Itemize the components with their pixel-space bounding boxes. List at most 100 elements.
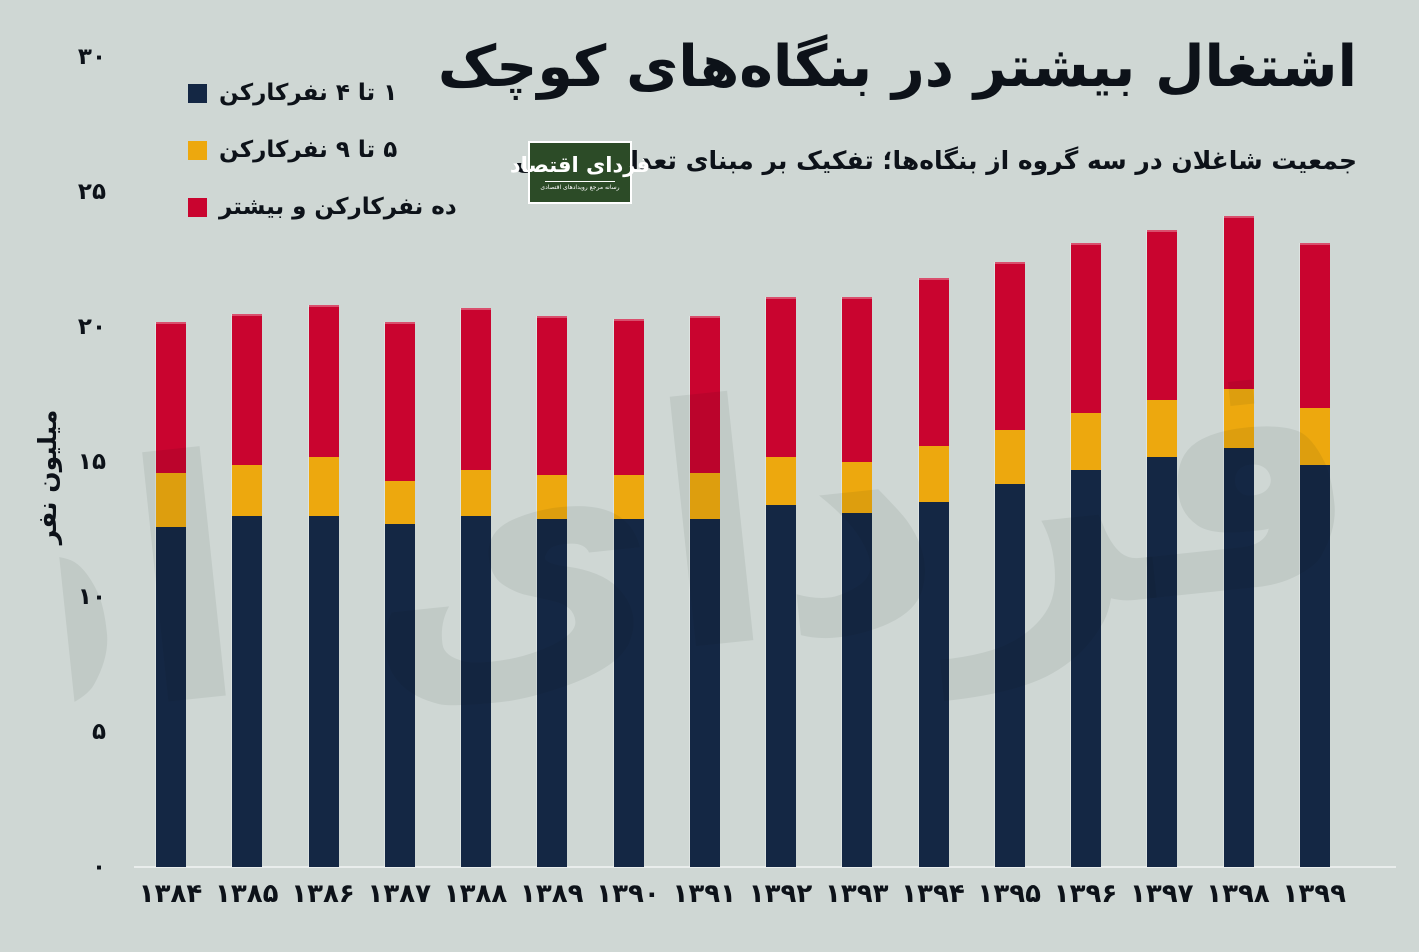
bar-segment-series-1: [1147, 399, 1178, 457]
bar-1386: [307, 305, 339, 867]
y-axis-title: میلیون نفر: [33, 409, 62, 545]
brand-logo: فردای اقتصاد رسانه مرجع رویدادهای اقتصاد…: [510, 141, 650, 204]
x-tick-label: ۱۳۹۶: [1053, 879, 1118, 909]
y-tick-label: ۰: [91, 854, 106, 880]
bar-segment-series-2: [461, 308, 491, 471]
bar-1396: [1070, 243, 1101, 867]
bar-1399: [1298, 243, 1330, 867]
bar-segment-series-1: [994, 429, 1025, 484]
legend-label: ۵ تا ۹ نفرکارکن: [219, 137, 398, 163]
bar-segment-series-0: [1071, 470, 1101, 867]
legend: ۱ تا ۴ نفرکارکن ۵ تا ۹ نفرکارکن ده نفرکارک…: [188, 80, 457, 253]
bar-segment-series-2: [308, 305, 339, 457]
y-tick-label: ۲۵: [77, 179, 106, 205]
bar-1398: [1222, 216, 1254, 867]
bar-segment-series-0: [613, 518, 644, 867]
bar-1390: [612, 318, 644, 867]
y-tick-label: ۳۰: [77, 44, 106, 70]
bar-1391: [688, 316, 720, 867]
legend-swatch: [188, 197, 207, 217]
y-tick-label: ۲۰: [77, 314, 106, 340]
brand-logo-tagline: رسانه مرجع رویدادهای اقتصادی: [540, 183, 620, 191]
bar-segment-series-0: [994, 483, 1025, 867]
bar-segment-series-1: [461, 470, 491, 516]
bar-segment-series-0: [308, 515, 339, 867]
bar-segment-series-1: [1071, 413, 1101, 471]
bar-segment-series-2: [842, 297, 873, 462]
bar-1385: [231, 313, 263, 867]
x-tick-label: ۱۳۸۸: [443, 879, 508, 909]
x-tick-label: ۱۳۹۴: [901, 879, 965, 909]
x-tick-label: ۱۳۹۰: [596, 879, 660, 909]
bar-1393: [841, 297, 873, 867]
bar-segment-series-0: [384, 524, 415, 867]
bar-segment-series-0: [1223, 448, 1254, 867]
x-tick-label: ۱۳۸۵: [215, 879, 279, 909]
chart-title: اشتغال بیشتر در بنگاه‌های کوچک: [437, 34, 1358, 100]
x-tick-label: ۱۳۹۷: [1130, 879, 1194, 909]
bar-segment-series-1: [689, 472, 720, 519]
legend-swatch: [188, 83, 207, 103]
x-tick-label: ۱۳۹۹: [1282, 879, 1346, 909]
bar-segment-series-1: [766, 456, 796, 506]
bar-segment-series-1: [1299, 407, 1330, 465]
y-tick-label: ۵: [91, 719, 106, 745]
bar-segment-series-1: [232, 464, 263, 516]
bar-segment-series-2: [156, 321, 186, 473]
bar-1395: [993, 262, 1025, 867]
bar-segment-series-2: [1223, 216, 1254, 390]
legend-label: ده نفرکارکن و بیشتر: [219, 194, 457, 220]
bar-segment-series-2: [918, 278, 949, 446]
bar-segment-series-2: [232, 313, 263, 465]
bar-segment-series-2: [689, 316, 720, 473]
bar-segment-series-0: [156, 526, 186, 867]
bar-segment-series-2: [537, 316, 568, 476]
legend-item: ۱ تا ۴ نفرکارکن: [188, 80, 457, 106]
legend-swatch: [188, 140, 207, 160]
bar-segment-series-0: [918, 502, 949, 867]
legend-item: ۵ تا ۹ نفرکارکن: [188, 137, 457, 163]
bar-1397: [1146, 229, 1178, 867]
x-tick-label: ۱۳۸۷: [367, 879, 431, 909]
bar-segment-series-0: [842, 513, 873, 867]
x-tick-label: ۱۳۸۶: [291, 879, 355, 909]
bar-segment-series-2: [1147, 229, 1178, 400]
bar-segment-series-0: [766, 505, 796, 867]
bar-1388: [460, 308, 491, 867]
x-tick-label: ۱۳۹۵: [977, 879, 1041, 909]
legend-item: ده نفرکارکن و بیشتر: [188, 194, 457, 220]
bar-segment-series-1: [918, 445, 949, 503]
chart-subtitle: جمعیت شاغلان در سه گروه از بنگاه‌ها؛ تفک…: [515, 146, 1357, 175]
x-tick-label: ۱۳۸۴: [138, 879, 203, 909]
brand-logo-rule: [545, 180, 615, 182]
bar-segment-series-0: [537, 518, 568, 867]
bar-segment-series-0: [1147, 456, 1178, 867]
bar-segment-series-0: [461, 515, 491, 867]
bar-segment-series-1: [613, 475, 644, 519]
bar-segment-series-2: [766, 297, 796, 457]
bar-segment-series-1: [537, 475, 568, 519]
bar-segment-series-1: [842, 461, 873, 514]
x-axis-line: [134, 866, 1396, 868]
bar-1394: [917, 278, 949, 867]
x-tick-label: ۱۳۹۳: [825, 879, 889, 909]
legend-label: ۱ تا ۴ نفرکارکن: [219, 80, 398, 106]
bar-segment-series-2: [1071, 243, 1101, 414]
bar-segment-series-1: [308, 456, 339, 516]
bar-segment-series-2: [1299, 243, 1330, 408]
bar-segment-series-0: [689, 518, 720, 867]
bar-segment-series-0: [232, 515, 263, 867]
bar-segment-series-2: [384, 321, 415, 481]
bar-1387: [383, 321, 415, 867]
brand-logo-name: فردای اقتصاد: [509, 153, 651, 178]
bar-segment-series-1: [384, 480, 415, 525]
x-tick-label: ۱۳۹۲: [748, 879, 813, 909]
bar-1392: [765, 297, 796, 867]
bar-segment-series-1: [156, 472, 186, 527]
bar-segment-series-0: [1299, 464, 1330, 867]
bar-segment-series-2: [613, 318, 644, 476]
bar-1389: [536, 316, 568, 867]
bar-segment-series-2: [994, 262, 1025, 430]
x-tick-label: ۱۳۹۸: [1206, 879, 1270, 909]
